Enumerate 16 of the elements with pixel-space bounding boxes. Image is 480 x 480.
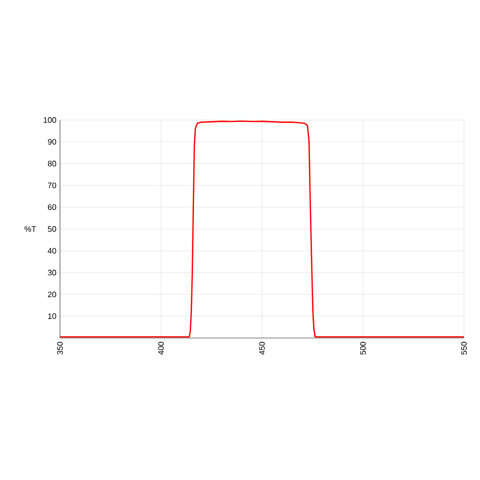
x-tick-label: 350 xyxy=(57,342,63,355)
y-tick-label: 40 xyxy=(48,248,56,254)
y-tick-label: 20 xyxy=(48,292,56,298)
x-tick-label: 400 xyxy=(158,342,164,355)
y-tick-label: 80 xyxy=(48,160,56,166)
y-tick-label: 90 xyxy=(48,138,56,145)
y-tick-label: 60 xyxy=(48,204,56,210)
y-tick-label: 50 xyxy=(48,226,56,232)
x-tick-label: 550 xyxy=(461,342,467,355)
x-tick-label: 500 xyxy=(360,342,366,355)
y-axis-title: %T xyxy=(24,226,36,232)
y-tick-label: 30 xyxy=(48,270,56,276)
x-tick-label: 450 xyxy=(259,342,265,355)
y-tick-label: 100 xyxy=(44,117,56,123)
y-tick-label: 70 xyxy=(48,182,56,188)
y-tick-label: 10 xyxy=(48,313,56,320)
